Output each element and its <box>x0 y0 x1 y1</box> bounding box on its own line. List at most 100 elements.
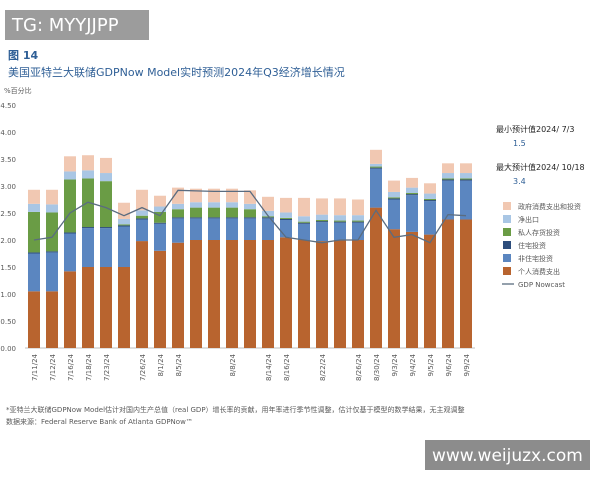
bar-segment <box>208 240 220 348</box>
bar-segment <box>370 149 382 164</box>
bar-segment <box>298 222 310 224</box>
x-tick-label: 7/26/24 <box>139 353 147 381</box>
bar-segment <box>100 267 112 348</box>
bar-segment <box>244 218 256 240</box>
bar-segment <box>208 217 220 219</box>
bar-segment <box>442 219 454 348</box>
bar-segment <box>262 240 274 348</box>
y-tick-label: 1.00 <box>0 291 16 299</box>
y-tick-label: 0.00 <box>0 345 16 353</box>
x-tick-label: 7/11/24 <box>31 353 39 381</box>
annotation: 3.4 <box>513 177 526 186</box>
bar-segment <box>136 219 148 242</box>
line <box>33 189 467 244</box>
bar-segment <box>352 199 364 216</box>
legend-label: 净出口 <box>518 215 539 224</box>
bar-segment <box>118 224 130 226</box>
bar-segment <box>334 215 346 221</box>
bar-segment <box>28 252 40 254</box>
bar-segment <box>388 198 400 200</box>
bar-segment <box>226 202 238 208</box>
bar-segment <box>388 180 400 192</box>
bar-segment <box>172 209 184 218</box>
bar-segment <box>136 241 148 348</box>
legend-label: 住宅投资 <box>518 241 546 250</box>
bar-segment <box>388 199 400 230</box>
bar-segment <box>370 167 382 169</box>
bar-segment <box>424 193 436 199</box>
bar-segment <box>46 204 58 213</box>
bar-segment <box>424 200 436 202</box>
x-tick-label: 7/16/24 <box>67 353 75 381</box>
bar-segment <box>406 231 418 348</box>
legend-swatch <box>503 202 511 210</box>
bar-segment <box>316 198 328 215</box>
bar-segment <box>424 198 436 201</box>
bar-segment <box>226 217 238 219</box>
bar-segment <box>298 197 310 217</box>
bar-segment <box>316 220 328 222</box>
bar-segment <box>136 215 148 219</box>
y-tick-label: 4.50 <box>0 102 16 110</box>
bar-segment <box>190 218 202 240</box>
bar-segment <box>208 218 220 240</box>
bar-segment <box>244 190 256 204</box>
bar-segment <box>262 216 274 218</box>
bar-segment <box>442 178 454 180</box>
bar-segment <box>352 220 364 222</box>
x-tick-label: 9/3/24 <box>391 353 399 376</box>
bar-segment <box>82 267 94 348</box>
annotation: 最大预计值2024/ 10/18 <box>496 162 585 172</box>
x-tick-label: 8/5/24 <box>175 353 183 376</box>
bar-segment <box>154 250 166 348</box>
x-tick-label: 8/8/24 <box>229 353 237 376</box>
bar-segment <box>208 207 220 218</box>
bar-segment <box>64 233 76 272</box>
bar-segment <box>136 210 148 216</box>
legend-label: GDP Nowcast <box>518 281 565 289</box>
bar-segment <box>316 241 328 348</box>
watermark: TG: MYYJJPP <box>11 15 119 36</box>
bar-segment <box>280 218 292 221</box>
bar-segment <box>100 227 112 229</box>
x-tick-label: 7/23/24 <box>103 353 111 381</box>
y-tick-label: 3.50 <box>0 156 16 164</box>
bar-segment <box>64 271 76 348</box>
source: 数据来源：Federal Reserve Bank of Atlanta GDP… <box>6 417 193 426</box>
bar-segment <box>280 197 292 213</box>
legend-swatch <box>503 215 511 223</box>
bar-segment <box>352 222 364 240</box>
bar-segment <box>460 178 472 180</box>
bar-segment <box>424 234 436 348</box>
bar-segment <box>28 291 40 348</box>
bar-segment <box>334 198 346 216</box>
bar-segment <box>262 210 274 217</box>
bar-segment <box>352 221 364 223</box>
x-tick-label: 7/12/24 <box>49 353 57 381</box>
bar-segment <box>280 217 292 219</box>
bar-segment <box>190 207 202 218</box>
bar-segment <box>460 180 472 220</box>
y-tick-label: 3.00 <box>0 183 16 191</box>
x-tick-label: 8/22/24 <box>319 353 327 381</box>
bar-segment <box>82 155 94 171</box>
bar-segment <box>190 240 202 348</box>
figure-label: 图 14 <box>8 49 38 62</box>
bar-segment <box>46 291 58 348</box>
bar-segment <box>334 240 346 348</box>
watermark-box <box>5 10 149 40</box>
bar-segment <box>100 157 112 174</box>
bar-segment <box>352 240 364 348</box>
x-tick-label: 9/5/24 <box>427 353 435 376</box>
watermark-box <box>425 440 590 470</box>
bar-segment <box>406 187 418 194</box>
bar-segment <box>64 156 76 172</box>
bar-segment <box>172 187 184 204</box>
bar-segment <box>136 218 148 220</box>
bar-segment <box>334 222 346 240</box>
bar-segment <box>316 221 328 223</box>
bar-segment <box>154 223 166 251</box>
bar-segment <box>28 253 40 292</box>
y-tick-label: 4.00 <box>0 129 16 137</box>
bar-segment <box>64 179 76 233</box>
